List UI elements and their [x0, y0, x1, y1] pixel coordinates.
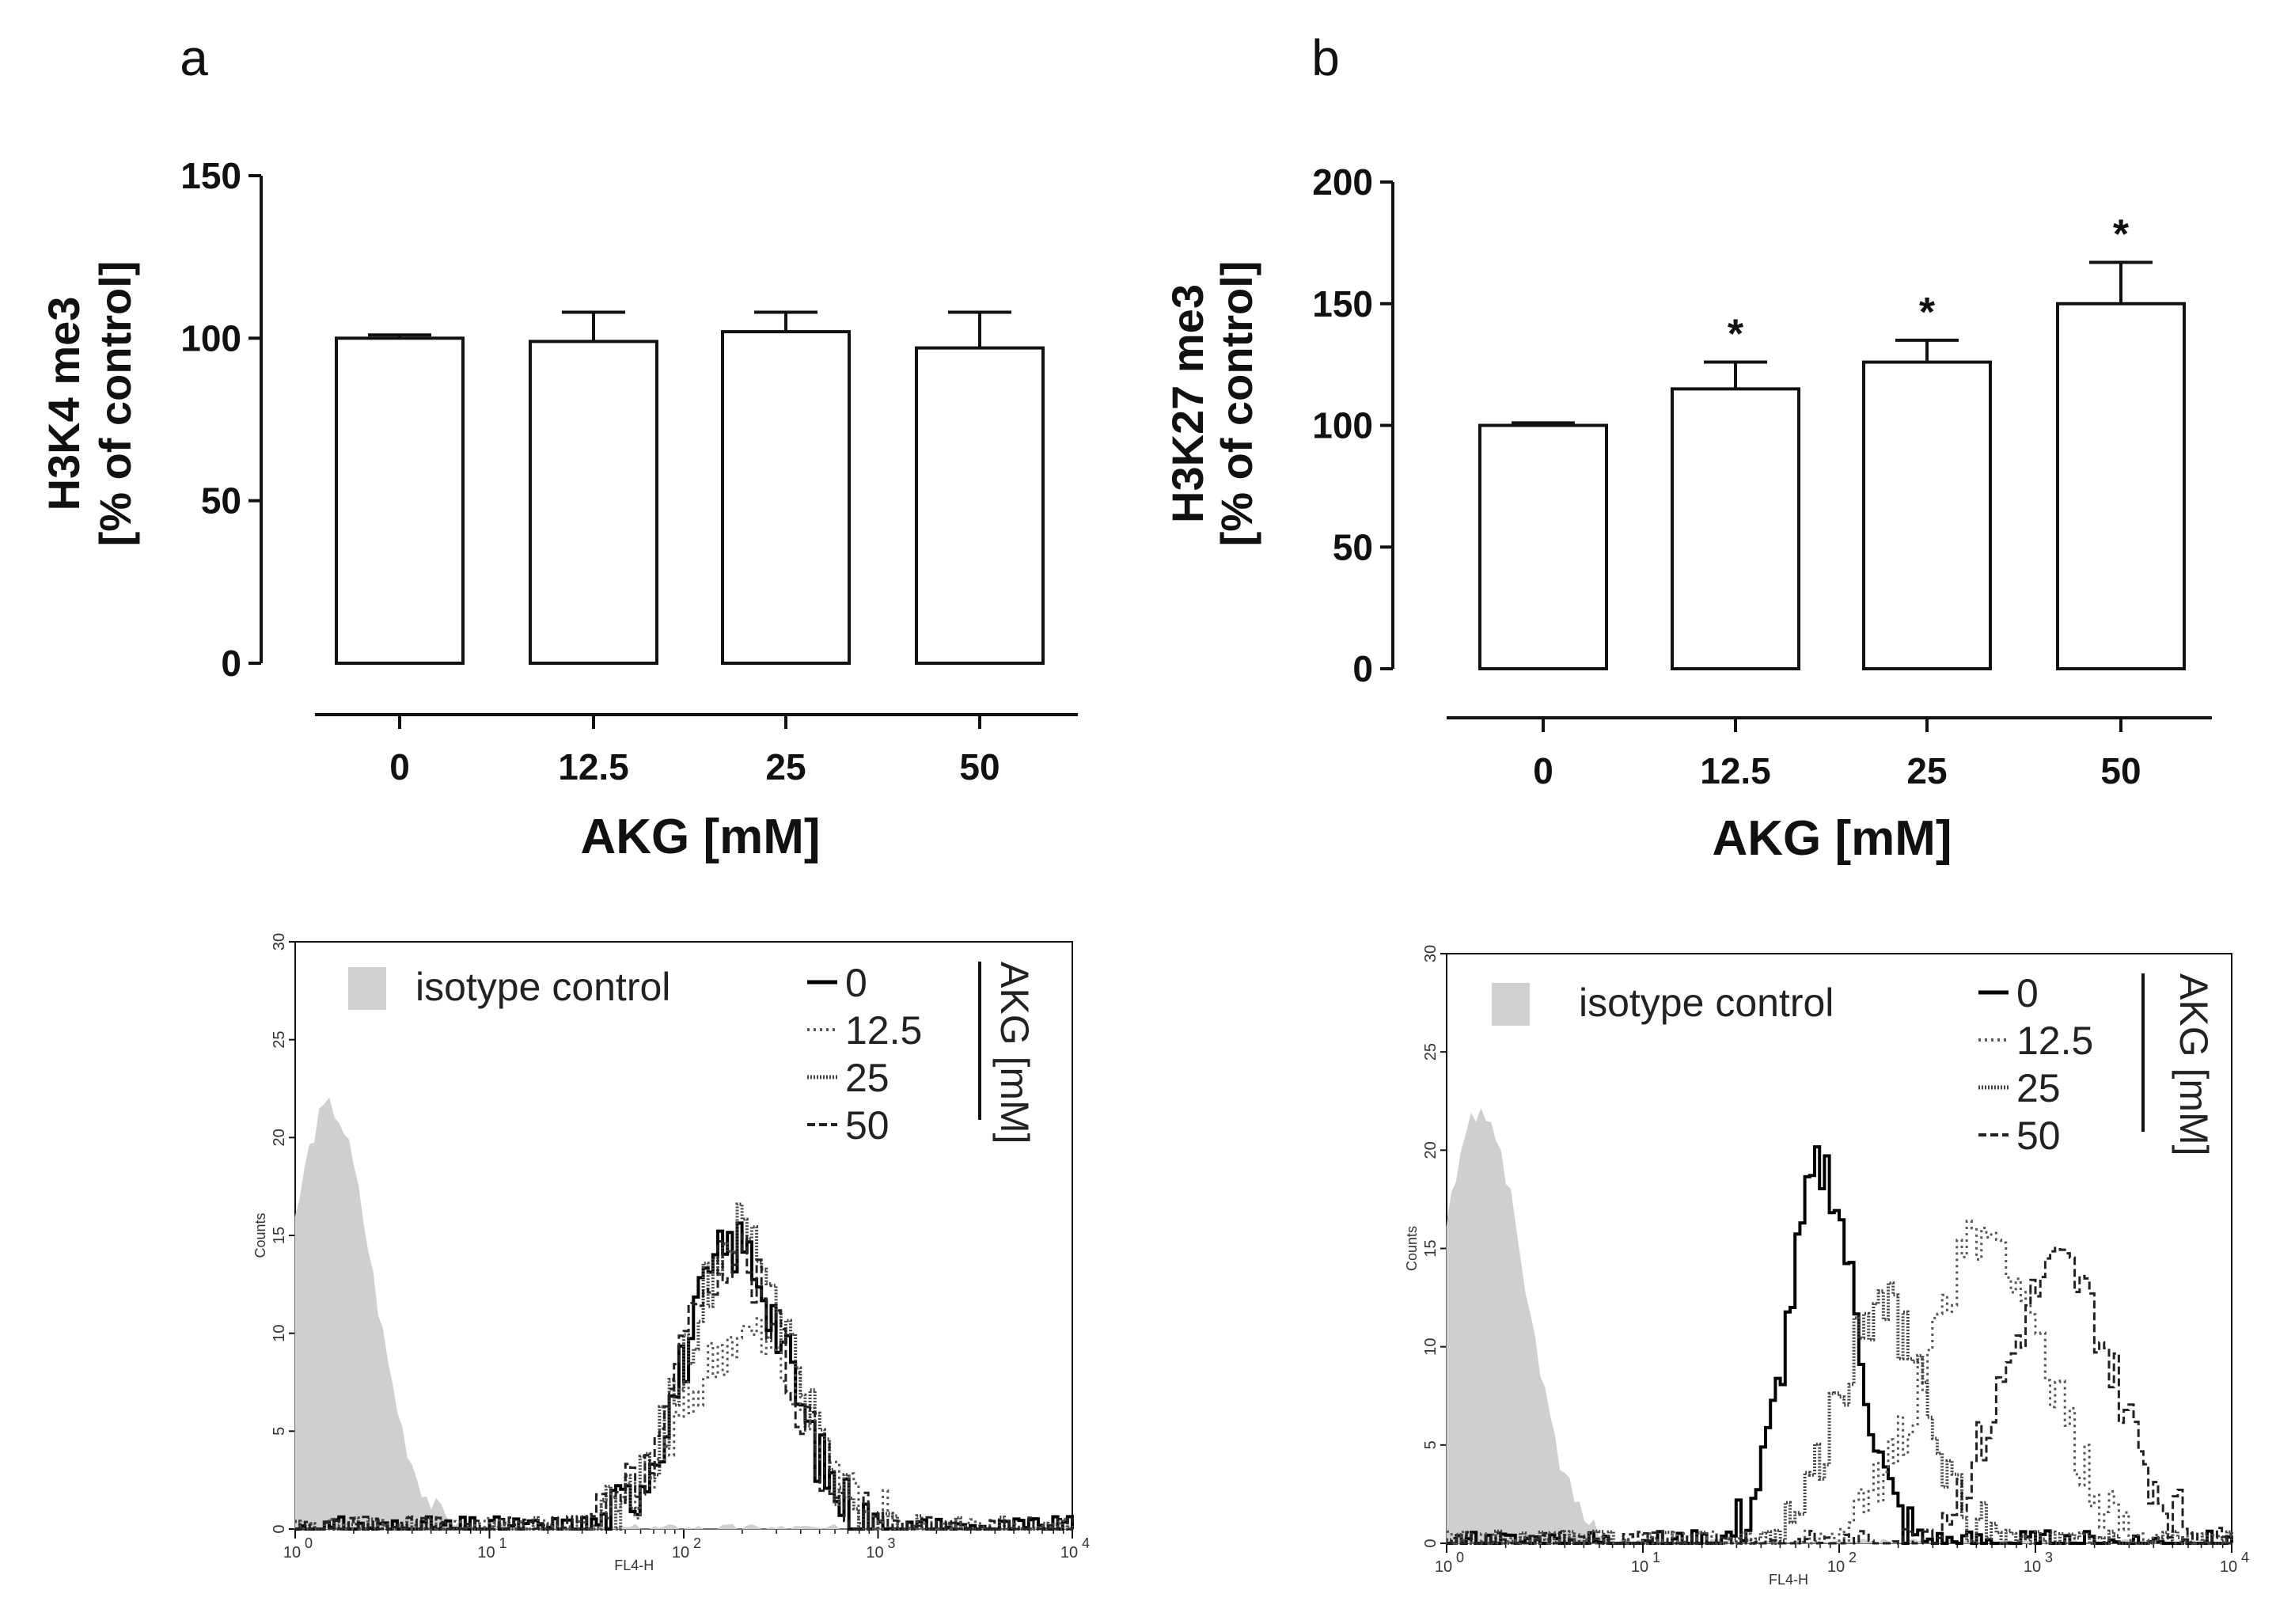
panel-b-hist-y-tick-label: 5	[1422, 1440, 1440, 1449]
panel-a-hist-legend-label: 0	[845, 961, 867, 1005]
panel-b-hist-y-tick-label: 30	[1422, 945, 1440, 962]
panel-a-hist-x-tick-exponent: 4	[1082, 1535, 1090, 1551]
panel-a-hist-x-tick-exponent: 3	[888, 1535, 896, 1551]
panel-a-bar	[335, 336, 465, 665]
panel-a-hist-y-tick-label: 25	[271, 1031, 288, 1049]
panel-a-hist-x-tick-label: 10	[866, 1544, 883, 1561]
panel-b-significance-mark: *	[1919, 290, 1936, 336]
panel-b-x-tick-label: 50	[2100, 750, 2141, 791]
panel-a-hist-x-tick-exponent: 2	[693, 1535, 701, 1551]
panel-a-y-axis-title: H3K4 me3	[39, 297, 89, 511]
panel-a-hist-legend-label: 25	[845, 1056, 890, 1100]
panel-b-x-axis-title: AKG [mM]	[1712, 811, 1952, 866]
panel-b-bar	[1478, 423, 1608, 670]
panel-a-x-tick-label: 25	[765, 746, 806, 787]
panel-b-hist-x-tick-exponent: 2	[1849, 1550, 1857, 1565]
panel-b-bar	[1862, 360, 1992, 670]
panel-b-hist-series-isotype-control	[1446, 1108, 2232, 1544]
panel-b-hist-x-tick-exponent: 0	[1456, 1550, 1464, 1565]
panel-b-hist-x-tick-label: 10	[1631, 1558, 1648, 1576]
panel-a-hist-x-tick-label: 10	[477, 1544, 495, 1561]
panel-a-y-tick-label: 0	[221, 643, 241, 684]
panel-b-hist-x-tick-label: 10	[1435, 1558, 1452, 1576]
panel-a-x-tick-label: 50	[959, 746, 1000, 787]
panel-b-y-tick-label: 50	[1333, 526, 1373, 567]
panel-a-y-tick-label: 150	[180, 155, 241, 196]
panel-b-x-tick-label: 25	[1906, 750, 1947, 791]
panel-a-y-tick-label: 50	[201, 480, 241, 522]
panel-b-hist-legend-isotype-label: isotype control	[1579, 981, 1834, 1025]
panel-a-y-tick-label: 100	[180, 317, 241, 359]
panel-b-x-tick-label: 0	[1533, 750, 1553, 791]
panel-a-bar	[721, 330, 851, 665]
panel-a-hist-legend-title: AKG [mM]	[992, 962, 1037, 1144]
panel-b-hist-y-tick-label: 0	[1422, 1539, 1440, 1547]
panel-a-hist-y-tick-label: 5	[271, 1427, 288, 1436]
panel-a-hist-y-axis-title: Counts	[252, 1212, 268, 1258]
panel-a-hist-legend-isotype-swatch	[348, 967, 386, 1010]
panel-b-hist-legend-label: 0	[2016, 971, 2039, 1015]
panel-b-hist-legend-label: 25	[2016, 1066, 2061, 1110]
panel-a-hist-series-isotype-control	[294, 1097, 1073, 1530]
panel-a-hist-y-tick-label: 0	[271, 1524, 288, 1533]
panel-a-hist-y-tick-label: 30	[271, 933, 288, 950]
panel-a-x-tick-label: 12.5	[558, 746, 629, 787]
panel-a-bar	[529, 340, 658, 665]
panel-a-hist-x-axis-title: FL4-H	[614, 1558, 654, 1573]
panel-a-hist-y-tick-label: 10	[271, 1325, 288, 1342]
panel-b-hist-y-tick-label: 25	[1422, 1043, 1440, 1061]
panel-a-x-tick-label: 0	[389, 746, 410, 787]
panel-b-significance-mark: *	[2113, 211, 2130, 257]
panel-b-hist-x-tick-label: 10	[2024, 1558, 2041, 1576]
panel-b-y-axis-title: H3K27 me3	[1163, 284, 1212, 523]
panel-b-hist-x-tick-label: 10	[2220, 1558, 2237, 1576]
panel-a-hist-frame	[294, 941, 1073, 1530]
panel-b-y-tick-label: 150	[1312, 283, 1373, 324]
panel-b-y-tick-label: 100	[1312, 405, 1373, 446]
panel-b-hist-y-tick-label: 15	[1422, 1239, 1440, 1257]
panel-b-label: b	[1311, 29, 1340, 86]
panel-b-hist-series-50	[1447, 1246, 2232, 1545]
panel-b-hist-x-tick-exponent: 1	[1652, 1550, 1660, 1565]
panel-b-y-tick-label: 0	[1352, 648, 1373, 689]
panel-b-bar	[2056, 302, 2186, 670]
panel-a-hist-legend-isotype-label: isotype control	[415, 965, 670, 1009]
panel-b-x-tick-label: 12.5	[1700, 750, 1771, 791]
panel-a-hist-x-tick-label: 10	[672, 1544, 689, 1561]
panel-a-hist-legend-label: 50	[845, 1103, 890, 1148]
panel-b-hist-x-tick-exponent: 4	[2241, 1550, 2249, 1565]
panel-b-y-axis-unit: [% of control]	[1212, 261, 1261, 547]
panel-b-hist-y-tick-label: 20	[1422, 1141, 1440, 1159]
panel-a-hist-x-tick-label: 10	[1060, 1544, 1078, 1561]
panel-b-hist-x-tick-exponent: 3	[2045, 1550, 2053, 1565]
panel-b-y-tick-label: 200	[1312, 161, 1373, 203]
panel-b-hist-y-tick-label: 10	[1422, 1338, 1440, 1356]
panel-a-bar	[915, 346, 1045, 665]
panel-a-hist-series-50	[295, 1232, 1074, 1531]
panel-b-hist-legend-label: 12.5	[2016, 1019, 2093, 1063]
panel-a-hist-legend-label: 12.5	[845, 1008, 922, 1053]
panel-a-hist-y-tick-label: 15	[271, 1227, 288, 1244]
panel-a-hist-y-tick-label: 20	[271, 1129, 288, 1146]
panel-b-hist-x-axis-title: FL4-H	[1769, 1572, 1808, 1588]
panel-b-hist-x-tick-label: 10	[1827, 1558, 1845, 1576]
panel-a-label: a	[180, 29, 208, 86]
panel-b-hist-frame	[1446, 953, 2232, 1544]
panel-a-hist-x-tick-label: 10	[283, 1544, 301, 1561]
panel-b-hist-legend-label: 50	[2016, 1114, 2061, 1158]
panel-b-bar	[1671, 387, 1800, 670]
panel-b-hist-y-axis-title: Counts	[1404, 1226, 1420, 1271]
panel-a-hist-x-tick-exponent: 0	[305, 1535, 313, 1551]
panel-a-hist-x-tick-exponent: 1	[499, 1535, 507, 1551]
panel-a-x-axis-title: AKG [mM]	[580, 810, 820, 864]
panel-b-hist-legend-title: AKG [mM]	[2172, 973, 2216, 1156]
panel-b-hist-legend-isotype-swatch	[1492, 983, 1530, 1026]
panel-b-significance-mark: *	[1728, 312, 1744, 358]
panel-a-y-axis-unit: [% of control]	[90, 261, 140, 547]
